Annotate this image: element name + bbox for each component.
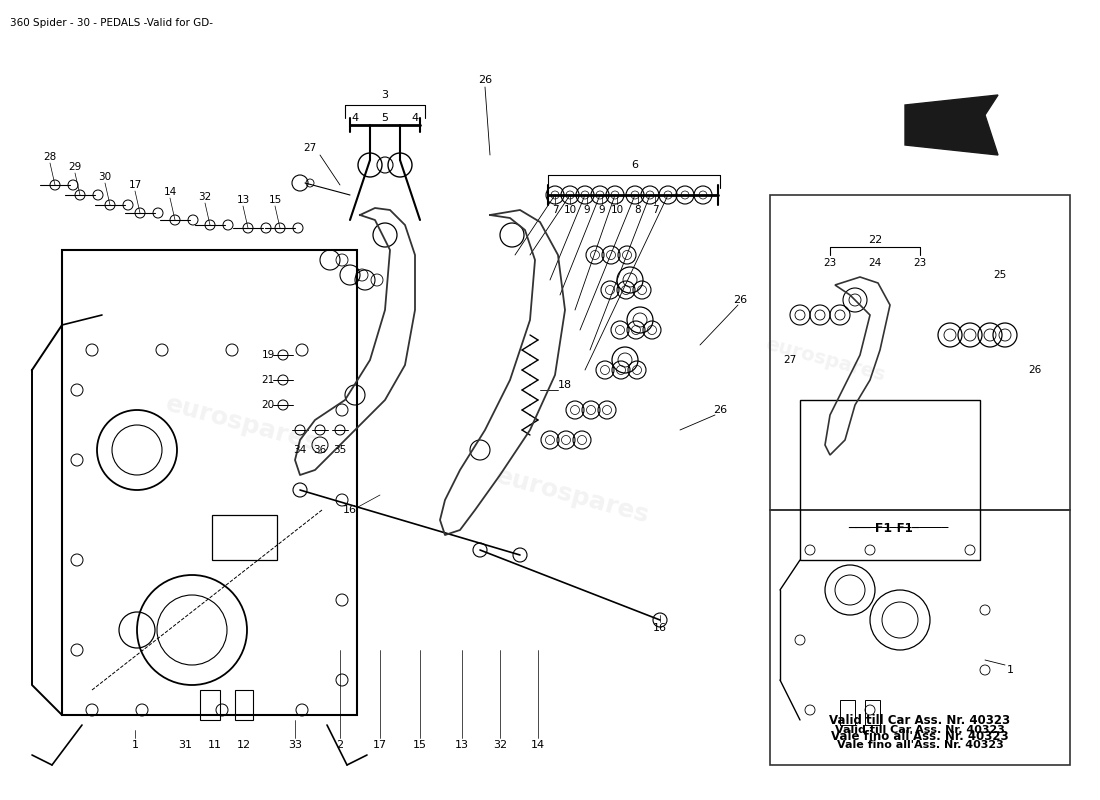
Text: 29: 29: [68, 162, 81, 172]
Text: eurospares: eurospares: [763, 335, 887, 385]
Text: 27: 27: [304, 143, 317, 153]
Text: 1: 1: [1006, 665, 1013, 675]
Bar: [770, 195, 1070, 510]
Bar: [770, 510, 1070, 765]
Text: 28: 28: [43, 152, 56, 162]
Text: 21: 21: [262, 375, 275, 385]
Text: 19: 19: [262, 350, 275, 360]
Text: 1: 1: [132, 740, 139, 750]
Text: 33: 33: [288, 740, 302, 750]
Text: 13: 13: [455, 740, 469, 750]
Text: 16: 16: [343, 505, 358, 515]
Text: 9: 9: [584, 205, 591, 215]
Text: 14: 14: [164, 187, 177, 197]
Text: 360 Spider - 30 - PEDALS -Valid for GD-: 360 Spider - 30 - PEDALS -Valid for GD-: [10, 18, 213, 28]
Bar: [840, 700, 855, 725]
Bar: [200, 690, 220, 720]
Text: 4: 4: [351, 113, 359, 123]
Text: 35: 35: [333, 445, 346, 455]
Text: 5: 5: [382, 113, 388, 123]
Text: 10: 10: [610, 205, 624, 215]
Text: 14: 14: [531, 740, 546, 750]
Text: 3: 3: [382, 90, 388, 100]
Text: Valid till Car Ass. Nr. 40323: Valid till Car Ass. Nr. 40323: [835, 725, 1005, 735]
Text: 11: 11: [208, 740, 222, 750]
Text: 10: 10: [563, 205, 576, 215]
Text: 15: 15: [268, 195, 282, 205]
Text: ─── F1 ───: ─── F1 ───: [848, 522, 920, 534]
Text: ─────F1─────: ─────F1─────: [861, 522, 948, 534]
Text: 8: 8: [635, 205, 641, 215]
Bar: [865, 700, 880, 725]
Text: 25: 25: [993, 270, 1007, 280]
Text: 16: 16: [653, 623, 667, 633]
Text: 32: 32: [493, 740, 507, 750]
Text: 9: 9: [598, 205, 605, 215]
Text: 7: 7: [552, 205, 559, 215]
Text: 34: 34: [294, 445, 307, 455]
Bar: [800, 400, 980, 560]
Text: 36: 36: [314, 445, 327, 455]
Text: Vale fino all'Ass. Nr. 40323: Vale fino all'Ass. Nr. 40323: [832, 730, 1009, 743]
Text: 22: 22: [868, 235, 882, 245]
Text: Vale fino all'Ass. Nr. 40323: Vale fino all'Ass. Nr. 40323: [837, 740, 1003, 750]
Bar: [62, 250, 358, 715]
Text: 23: 23: [913, 258, 926, 268]
Text: 6: 6: [631, 160, 638, 170]
Text: 26: 26: [713, 405, 727, 415]
Text: 27: 27: [783, 355, 796, 365]
Text: 23: 23: [824, 258, 837, 268]
Text: 18: 18: [558, 380, 572, 390]
Bar: [212, 515, 277, 560]
Text: eurospares: eurospares: [493, 464, 651, 528]
Text: 17: 17: [129, 180, 142, 190]
Text: 31: 31: [178, 740, 192, 750]
Text: eurospares: eurospares: [163, 392, 321, 456]
Text: 2: 2: [337, 740, 343, 750]
Bar: [235, 690, 253, 720]
Text: 13: 13: [236, 195, 250, 205]
Text: 20: 20: [262, 400, 275, 410]
Text: 26: 26: [733, 295, 747, 305]
Polygon shape: [905, 95, 998, 155]
Text: 17: 17: [373, 740, 387, 750]
Text: 7: 7: [651, 205, 658, 215]
Text: 15: 15: [412, 740, 427, 750]
Text: 4: 4: [411, 113, 419, 123]
Text: 24: 24: [868, 258, 881, 268]
Text: 12: 12: [236, 740, 251, 750]
Text: Valid till Car Ass. Nr. 40323: Valid till Car Ass. Nr. 40323: [829, 714, 1011, 726]
Text: 26: 26: [1028, 365, 1042, 375]
Text: 26: 26: [477, 75, 492, 85]
Text: 32: 32: [198, 192, 211, 202]
Text: 30: 30: [98, 172, 111, 182]
